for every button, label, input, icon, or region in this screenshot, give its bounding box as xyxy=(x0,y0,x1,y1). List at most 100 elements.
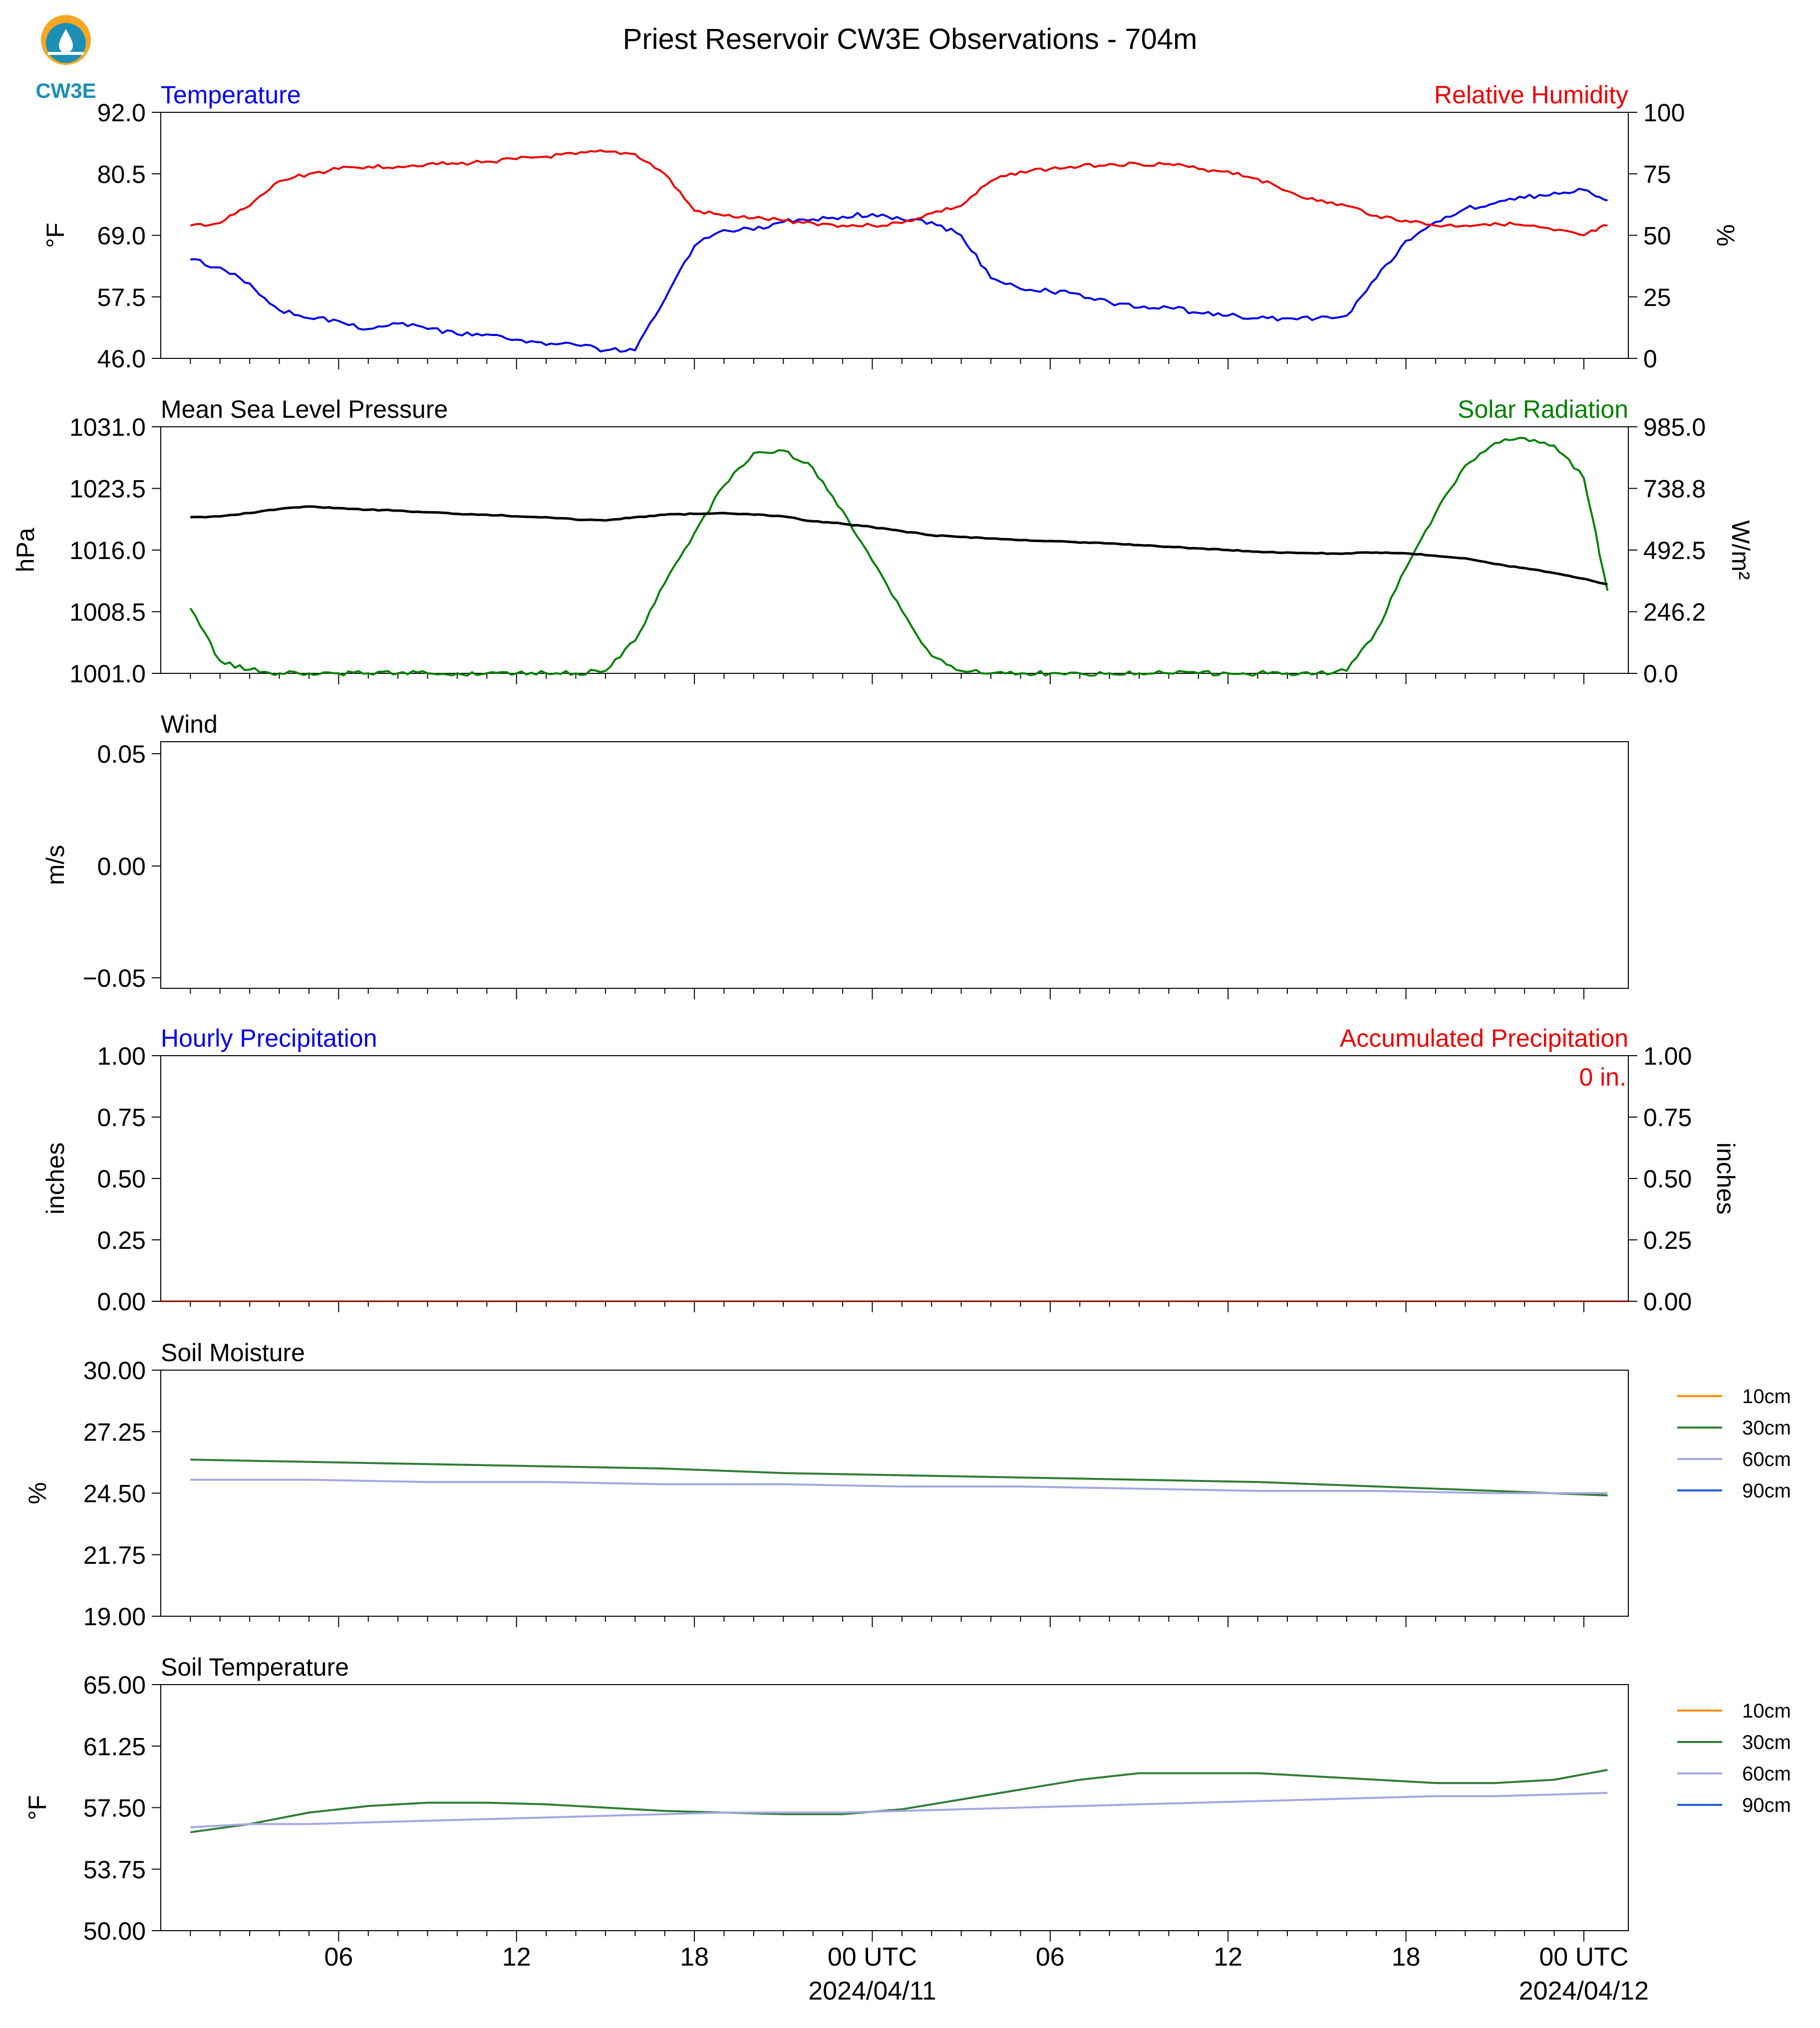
y-right-tick-label: 25 xyxy=(1643,284,1671,311)
panel-4: Hourly Precipitation Accumulated Precipit… xyxy=(41,1024,1740,1316)
y-left-tick-label: 30.00 xyxy=(83,1357,146,1385)
y-right-tick-label: 738.8 xyxy=(1643,475,1706,503)
y-right-tick-label: 75 xyxy=(1643,160,1671,188)
chart-panels: Temperature Relative Humidity 92.0 80.5 69.0… xyxy=(11,81,1791,1945)
series-line-relative-humidity xyxy=(190,149,1608,237)
y-right-tick-label: 50 xyxy=(1643,222,1671,250)
x-date-label: 2024/04/11 xyxy=(808,1977,936,2006)
y-right-label: % xyxy=(1712,224,1740,246)
logo-wave-icon xyxy=(48,52,84,55)
legend-label-10cm: 10cm xyxy=(1742,1386,1791,1408)
y-left-label: m/s xyxy=(41,845,69,885)
panel-2: Mean Sea Level Pressure Solar Radiation 10… xyxy=(11,395,1755,688)
x-axis-labels: 06 12 18 00 UTC 06 12 18 00 UTC 2024/04/11 2024/0… xyxy=(324,1943,1649,2006)
series-line-30cm-soil xyxy=(190,1768,1608,1833)
series-line-solar-radiation xyxy=(189,437,1609,677)
panel-title-left: Mean Sea Level Pressure xyxy=(161,395,448,423)
y-right-tick-label: 492.5 xyxy=(1643,537,1706,565)
y-left-tick-label: 1023.5 xyxy=(69,475,146,503)
y-left-tick-label: 61.25 xyxy=(83,1733,146,1760)
y-left-tick-label: 69.0 xyxy=(97,222,146,250)
y-left-label: % xyxy=(23,1482,51,1504)
x-date-label: 2024/04/12 xyxy=(1519,1977,1649,2006)
y-left-label: inches xyxy=(41,1143,69,1215)
y-left-tick-label: 57.5 xyxy=(97,284,146,311)
y-right-tick-label: 0.75 xyxy=(1643,1104,1692,1132)
y-left-tick-label: 80.5 xyxy=(97,160,146,188)
y-left-tick-label: 50.00 xyxy=(83,1917,146,1945)
y-right-tick-label: 0.50 xyxy=(1643,1165,1692,1193)
panel-title-left: Soil Temperature xyxy=(161,1653,349,1681)
panel-title-left: Wind xyxy=(161,710,218,738)
y-left-tick-label: 21.75 xyxy=(83,1541,146,1569)
plot-frame xyxy=(160,1684,1629,1931)
y-right-tick-label: 0.00 xyxy=(1643,1288,1692,1316)
y-left-tick-label: 0.05 xyxy=(97,740,146,768)
y-left-tick-label: 0.25 xyxy=(97,1226,146,1254)
cw3e-logo: CW3E xyxy=(35,15,96,102)
plot-frame xyxy=(160,112,1629,359)
y-left-tick-label: 0.50 xyxy=(97,1165,146,1193)
y-left-tick-label: 24.50 xyxy=(83,1480,146,1508)
y-left-tick-label: 92.0 xyxy=(97,99,146,127)
panel-title-right: Accumulated Precipitation xyxy=(1340,1024,1628,1052)
y-left-label: °F xyxy=(41,223,69,248)
x-tick-label: 00 UTC xyxy=(1539,1943,1628,1972)
y-right-tick-label: 0 xyxy=(1643,345,1657,373)
y-right-tick-label: 0.25 xyxy=(1643,1226,1692,1254)
legend-label-30cm: 30cm xyxy=(1742,1732,1791,1753)
accumulated-total-label: 0 in. xyxy=(1579,1063,1626,1091)
y-right-tick-label: 100 xyxy=(1643,99,1685,127)
y-left-tick-label: 27.25 xyxy=(83,1418,146,1446)
legend-label-30cm: 30cm xyxy=(1742,1417,1791,1439)
y-right-tick-label: 985.0 xyxy=(1643,413,1706,441)
y-left-tick-label: 0.00 xyxy=(97,853,146,880)
y-right-label: inches xyxy=(1712,1143,1740,1215)
panel-5: Soil Moisture 30.00 27.25 24.50 21.75 19.00% 1… xyxy=(23,1339,1791,1631)
panel-title-left: Soil Moisture xyxy=(161,1339,305,1367)
panel-title-right: Solar Radiation xyxy=(1458,395,1628,423)
legend-label-90cm: 90cm xyxy=(1742,1794,1791,1816)
x-tick-label: 06 xyxy=(324,1943,353,1972)
y-left-tick-label: 0.00 xyxy=(97,1288,146,1316)
y-left-tick-label: 46.0 xyxy=(97,345,146,373)
y-left-tick-label: −0.05 xyxy=(82,964,146,992)
x-tick-label: 00 UTC xyxy=(828,1943,917,1972)
panel-title-right: Relative Humidity xyxy=(1434,81,1628,109)
y-left-tick-label: 19.00 xyxy=(83,1603,146,1631)
x-tick-label: 12 xyxy=(1213,1943,1242,1972)
y-right-tick-label: 246.2 xyxy=(1643,598,1706,626)
y-left-label: hPa xyxy=(11,528,39,572)
y-right-tick-label: 0.0 xyxy=(1643,660,1678,688)
plot-frame xyxy=(160,741,1629,989)
y-left-tick-label: 57.50 xyxy=(83,1794,146,1822)
series-line-60cm-soil xyxy=(190,1478,1608,1494)
y-left-tick-label: 1.00 xyxy=(97,1042,146,1070)
plot-frame xyxy=(160,1055,1629,1302)
panel-3: Wind 0.05 0.00 −0.05 m/s xyxy=(41,710,1629,999)
soil-legend: 10cm 30cm 60cm 90cm xyxy=(1677,1700,1791,1816)
panel-title-left: Temperature xyxy=(161,81,301,109)
y-left-label: °F xyxy=(23,1795,51,1820)
plot-frame xyxy=(160,1370,1629,1617)
legend-label-60cm: 60cm xyxy=(1742,1449,1791,1470)
x-tick-label: 18 xyxy=(680,1943,709,1972)
legend-label-10cm: 10cm xyxy=(1742,1700,1791,1722)
panel-1: Temperature Relative Humidity 92.0 80.5 69.0… xyxy=(41,81,1740,373)
y-left-tick-label: 1008.5 xyxy=(69,598,146,626)
legend-label-60cm: 60cm xyxy=(1742,1763,1791,1785)
y-right-tick-label: 1.00 xyxy=(1643,1042,1692,1070)
series-line-60cm-soil xyxy=(190,1791,1608,1828)
y-right-label: W/m² xyxy=(1727,520,1755,579)
y-left-tick-label: 1001.0 xyxy=(69,660,146,688)
legend-label-90cm: 90cm xyxy=(1742,1480,1791,1502)
y-left-tick-label: 1016.0 xyxy=(69,537,146,565)
series-line-mean-sea-level-pressure xyxy=(190,505,1608,586)
soil-legend: 10cm 30cm 60cm 90cm xyxy=(1677,1386,1791,1502)
figure-title: Priest Reservoir CW3E Observations - 704… xyxy=(623,23,1198,55)
panel-6: Soil Temperature 65.00 61.25 57.50 53.75 50.0… xyxy=(23,1653,1791,1945)
y-left-tick-label: 1031.0 xyxy=(69,413,146,441)
logo-text: CW3E xyxy=(35,79,96,102)
y-left-tick-label: 0.75 xyxy=(97,1104,146,1132)
